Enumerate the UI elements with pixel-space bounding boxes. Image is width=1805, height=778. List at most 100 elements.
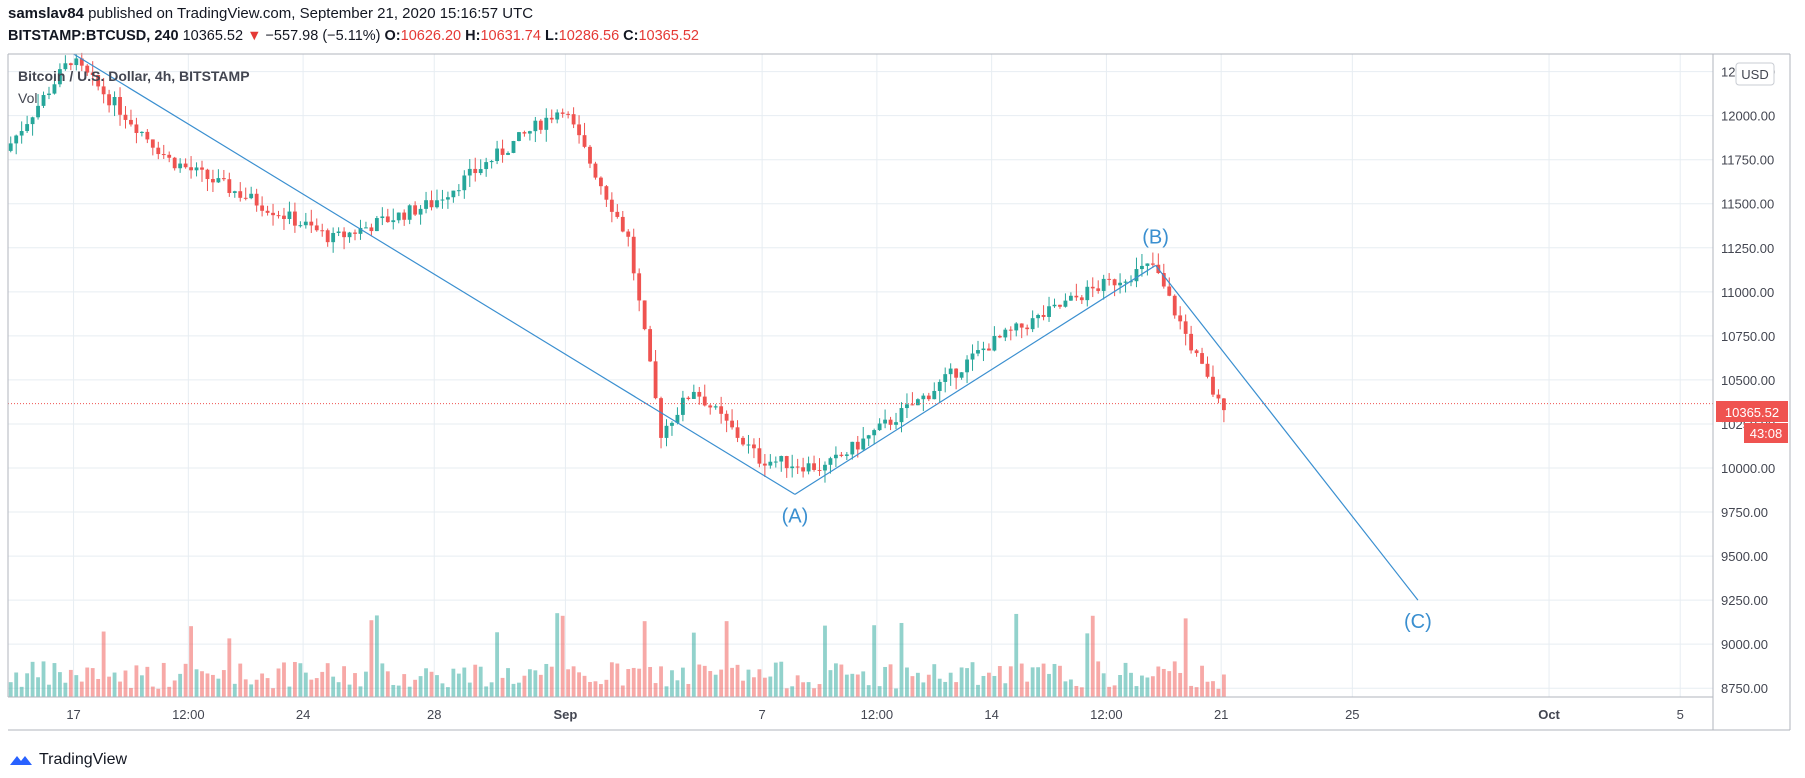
volume-bar <box>440 683 445 697</box>
volume-bar <box>1221 674 1226 697</box>
brand-label: TradingView <box>39 751 128 768</box>
volume-bar <box>232 683 237 697</box>
volume-bar <box>1052 663 1057 697</box>
volume-bar <box>697 664 702 697</box>
candle-body <box>855 441 860 450</box>
y-tick-label: 10000.00 <box>1721 461 1775 476</box>
currency-label: USD <box>1741 67 1768 82</box>
candle-body <box>58 69 62 85</box>
author-name[interactable]: samslav84 <box>8 5 84 22</box>
x-tick-label: 14 <box>984 707 998 722</box>
volume-bar <box>779 661 784 697</box>
volume-bar <box>664 686 669 697</box>
candle-body <box>364 227 368 229</box>
volume-bar <box>1129 672 1133 697</box>
volume-bar <box>719 669 724 697</box>
volume-bar <box>287 686 292 697</box>
tradingview-watermark[interactable]: TradingView <box>8 751 127 769</box>
volume-bar <box>992 675 997 697</box>
time-scale[interactable]: 17 12:00 24 28 Sep 7 12:00 14 12:00 21 25 Oct 5 <box>66 707 1683 722</box>
volume-bar <box>52 663 57 697</box>
candle-body <box>211 179 215 183</box>
volume-bar <box>282 662 286 697</box>
volume-bar <box>659 666 663 697</box>
volume-bar <box>145 666 150 697</box>
volume-bar <box>429 671 434 697</box>
close-label: C: <box>623 28 639 44</box>
volume-bar <box>150 686 155 697</box>
candle-body <box>1178 315 1183 322</box>
candle-body <box>413 205 418 215</box>
volume-bar <box>1036 667 1041 697</box>
volume-bar <box>309 679 314 697</box>
volume-bar <box>823 625 827 697</box>
volume-bar <box>801 682 806 697</box>
trend-line <box>794 264 1156 495</box>
candle-body <box>1145 263 1150 266</box>
volume-bar <box>467 682 472 697</box>
volume-bar <box>1134 686 1139 697</box>
legend-vol: Vol <box>18 90 37 106</box>
volume-bar <box>413 679 418 697</box>
candle-body <box>888 419 893 425</box>
x-tick-label: 7 <box>759 707 766 722</box>
candle-body <box>232 191 237 193</box>
candle-body <box>1030 318 1035 330</box>
candle-body <box>1205 363 1210 377</box>
y-tick-label: 8750.00 <box>1721 681 1768 696</box>
candle-body <box>331 232 336 243</box>
volume-bar <box>396 685 401 697</box>
candle-body <box>336 231 341 233</box>
volume-bar <box>1150 676 1155 697</box>
volume-bar <box>129 687 133 697</box>
volume-bar <box>844 674 849 697</box>
volume-bar <box>74 675 79 697</box>
y-tick-label: 11000.00 <box>1721 285 1774 300</box>
candle-body <box>41 95 46 106</box>
candle-body <box>1221 398 1226 411</box>
candle-body <box>992 336 997 351</box>
volume-bar <box>686 683 691 697</box>
price-scale[interactable]: 12250.0012000.0011750.0011500.0011250.00… <box>1721 65 1775 697</box>
volume-bar <box>626 669 631 697</box>
volume-bar <box>205 673 210 697</box>
candle-body <box>167 154 172 158</box>
candle-body <box>965 359 969 373</box>
candle-body <box>560 112 565 114</box>
volume-bar <box>555 613 560 697</box>
candle-body <box>189 167 193 171</box>
volume-bar <box>883 666 888 697</box>
candle-body <box>85 65 90 73</box>
candle-body <box>1079 297 1084 301</box>
candle-body <box>582 135 587 147</box>
volume-bar <box>495 632 500 697</box>
wave-labels: (A) (B) (C) <box>782 226 1432 633</box>
y-tick-label: 9500.00 <box>1721 549 1768 564</box>
volume-bar <box>560 615 565 697</box>
currency-button[interactable]: USD <box>1735 62 1775 86</box>
volume-bar <box>1140 675 1144 697</box>
volume-bar <box>331 676 336 697</box>
candle-body <box>1161 273 1166 287</box>
candle-body <box>691 391 696 399</box>
volume-bar <box>1090 615 1095 697</box>
volume-bar <box>314 678 319 697</box>
candle-body <box>342 231 346 238</box>
candle-body <box>1014 323 1019 331</box>
volume-bar <box>691 632 696 697</box>
volume-bar <box>1216 688 1221 697</box>
candle-body <box>79 58 84 66</box>
volume-bar <box>178 673 183 697</box>
candle-body <box>768 461 773 466</box>
volume-bar <box>1096 661 1101 697</box>
volume-bar <box>1156 666 1161 697</box>
volume-bar <box>19 686 24 697</box>
volume-bar <box>342 666 346 697</box>
candle-body <box>937 381 942 391</box>
candle-body <box>161 154 166 156</box>
candle-body <box>347 232 352 238</box>
candle-body <box>522 132 527 134</box>
volume-bar <box>533 670 538 697</box>
y-tick-label: 11750.00 <box>1721 153 1774 168</box>
